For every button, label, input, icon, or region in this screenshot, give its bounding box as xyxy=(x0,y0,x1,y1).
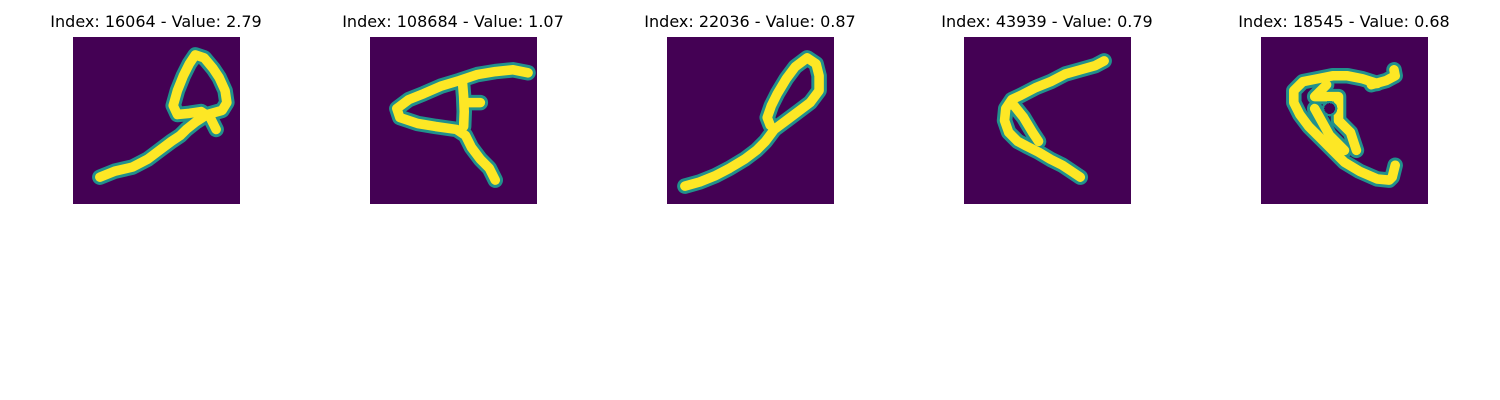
image-panel: Index: 18545 - Value: 0.68 xyxy=(1196,0,1492,210)
image-panel: Index: 16064 - Value: 2.79 xyxy=(8,0,304,210)
digit-image xyxy=(73,37,240,204)
stroke-core xyxy=(680,53,824,191)
panel-title: Index: 43939 - Value: 0.79 xyxy=(941,12,1153,31)
image-panel: Index: 43939 - Value: 0.79 xyxy=(899,0,1195,210)
stroke-core xyxy=(95,50,232,182)
image-panel: Index: 108684 - Value: 1.07 xyxy=(305,0,601,210)
panel-title: Index: 22036 - Value: 0.87 xyxy=(644,12,856,31)
stroke-core xyxy=(1289,70,1400,185)
digit-image xyxy=(964,37,1131,204)
stroke-core xyxy=(1006,97,1044,147)
stroke-core xyxy=(1366,65,1400,90)
image-panel: Index: 22036 - Value: 0.87 xyxy=(602,0,898,210)
digit-image xyxy=(370,37,537,204)
stroke-core xyxy=(392,65,533,185)
stroke-core xyxy=(999,56,1109,182)
panel-title: Index: 18545 - Value: 0.68 xyxy=(1238,12,1450,31)
panel-title: Index: 108684 - Value: 1.07 xyxy=(342,12,564,31)
stroke-core xyxy=(1309,103,1350,156)
digit-image xyxy=(1261,37,1428,204)
stroke-core xyxy=(1309,79,1362,156)
panel-title: Index: 16064 - Value: 2.79 xyxy=(50,12,262,31)
stroke-hole xyxy=(1321,100,1338,117)
digit-image xyxy=(667,37,834,204)
